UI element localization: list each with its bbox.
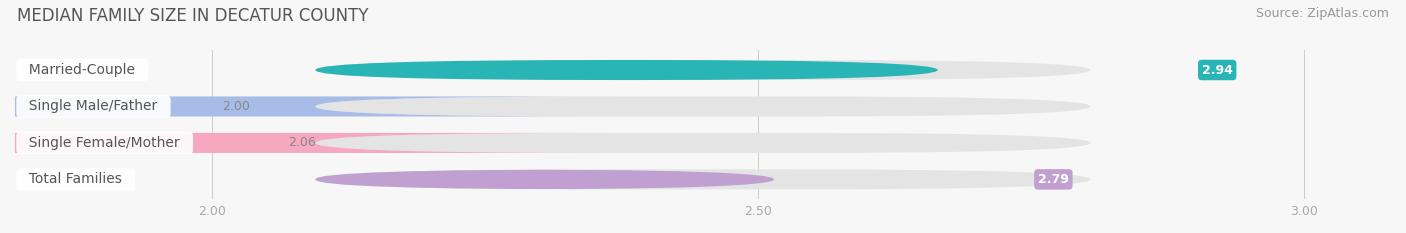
Text: 2.94: 2.94: [1202, 64, 1233, 76]
Text: Married-Couple: Married-Couple: [21, 63, 145, 77]
Text: Single Female/Mother: Single Female/Mother: [21, 136, 188, 150]
Text: 2.79: 2.79: [1038, 173, 1069, 186]
FancyBboxPatch shape: [315, 60, 938, 80]
FancyBboxPatch shape: [0, 96, 616, 116]
Text: Total Families: Total Families: [21, 172, 131, 186]
FancyBboxPatch shape: [315, 169, 1091, 189]
FancyBboxPatch shape: [315, 133, 1091, 153]
Text: 2.06: 2.06: [288, 137, 316, 149]
Text: Source: ZipAtlas.com: Source: ZipAtlas.com: [1256, 7, 1389, 20]
FancyBboxPatch shape: [315, 60, 1091, 80]
FancyBboxPatch shape: [315, 96, 1091, 116]
Text: MEDIAN FAMILY SIZE IN DECATUR COUNTY: MEDIAN FAMILY SIZE IN DECATUR COUNTY: [17, 7, 368, 25]
Text: 2.00: 2.00: [222, 100, 250, 113]
FancyBboxPatch shape: [315, 169, 773, 189]
FancyBboxPatch shape: [0, 133, 616, 153]
Text: Single Male/Father: Single Male/Father: [21, 99, 166, 113]
